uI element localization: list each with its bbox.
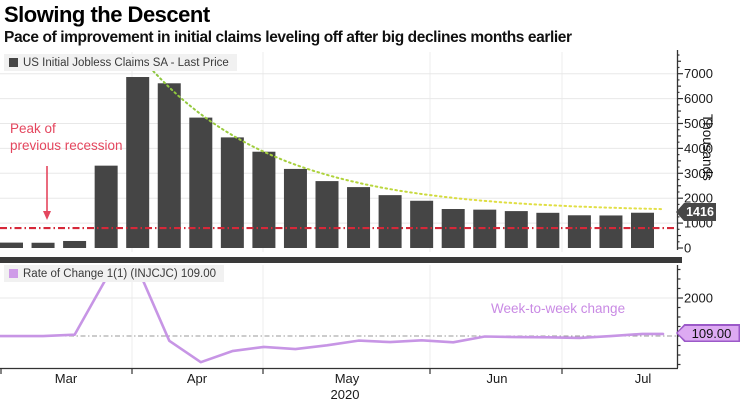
claims-bar xyxy=(567,215,591,248)
claims-bar xyxy=(599,215,623,248)
last-price-tag-shape: 1416 xyxy=(676,203,716,221)
panel-divider[interactable] xyxy=(0,257,682,263)
recession-peak-annotation: Peak of previous recession xyxy=(10,121,123,154)
x-axis-month-label: Jul xyxy=(635,371,652,386)
x-axis-year-label: 2020 xyxy=(331,387,360,402)
claims-bar xyxy=(631,212,654,248)
legend-jobless-claims-label: US Initial Jobless Claims SA - Last Pric… xyxy=(23,56,229,69)
rate-of-change-tag: 109.00 xyxy=(676,324,740,342)
claims-bar xyxy=(189,117,213,249)
last-price-tag: 1416 xyxy=(676,203,716,221)
down-arrow-head-icon xyxy=(43,211,51,220)
claims-bar xyxy=(0,242,23,248)
claims-bar xyxy=(252,151,276,248)
x-axis-month-label: Jun xyxy=(487,371,508,386)
claims-bar xyxy=(31,242,55,248)
y-axis-tick-label: 2000 xyxy=(684,191,713,206)
claims-bar xyxy=(536,212,560,248)
y-axis-tick-label: 5000 xyxy=(684,116,713,131)
x-axis-month-label: Mar xyxy=(55,371,78,386)
legend-rate-of-change[interactable]: Rate of Change 1(1) (INJCJC) 109.00 xyxy=(4,265,225,282)
claims-bar xyxy=(347,187,371,248)
recession-peak-annotation-line1: Peak of xyxy=(10,121,56,136)
claims-bar xyxy=(220,137,244,248)
y-axis-title: Thousands xyxy=(700,114,715,181)
y-axis-tick-label: 0 xyxy=(684,241,691,256)
claims-bars-group xyxy=(0,77,654,249)
bar-series-marker-icon xyxy=(9,58,18,67)
x-axis-month-label: May xyxy=(335,371,360,386)
claims-bar xyxy=(410,200,434,248)
rate-of-change-tag-value: 109.00 xyxy=(677,325,739,341)
y-axis-tick-label: 7000 xyxy=(684,66,713,81)
claims-bar xyxy=(157,83,181,248)
legend-rate-of-change-label: Rate of Change 1(1) (INJCJC) 109.00 xyxy=(23,267,217,280)
claims-bar xyxy=(504,211,528,248)
page-title: Slowing the Descent xyxy=(4,2,210,27)
y-axis-tick-label: 2000 xyxy=(684,291,713,306)
legend-jobless-claims[interactable]: US Initial Jobless Claims SA - Last Pric… xyxy=(4,54,237,71)
y-axis-tick-label: 4000 xyxy=(684,141,713,156)
y-axis-tick-label: 6000 xyxy=(684,91,713,106)
claims-bar xyxy=(283,168,307,248)
claims-bar xyxy=(126,77,150,248)
last-price-tag-value: 1416 xyxy=(686,205,714,219)
x-axis-month-label: Apr xyxy=(187,371,208,386)
claims-bar xyxy=(315,181,339,248)
recession-peak-annotation-line2: previous recession xyxy=(10,137,123,153)
claims-bar xyxy=(378,195,402,248)
claims-bar xyxy=(94,165,118,248)
trend-curve-line xyxy=(149,66,663,211)
rate-of-change-line xyxy=(0,267,665,364)
page-subtitle: Pace of improvement in initial claims le… xyxy=(4,29,572,46)
claims-bar xyxy=(63,240,87,248)
y-axis-tick-label: 3000 xyxy=(684,166,713,181)
line-series-marker-icon xyxy=(9,269,18,278)
week-to-week-annotation: Week-to-week change xyxy=(491,301,626,316)
